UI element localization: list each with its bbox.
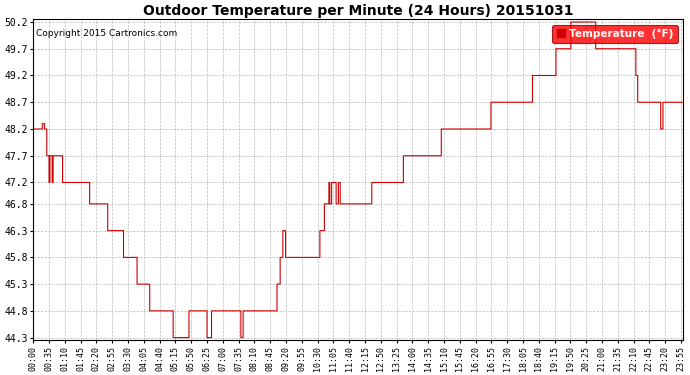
Title: Outdoor Temperature per Minute (24 Hours) 20151031: Outdoor Temperature per Minute (24 Hours… xyxy=(143,4,573,18)
Legend: Temperature  (°F): Temperature (°F) xyxy=(553,24,678,43)
Text: Copyright 2015 Cartronics.com: Copyright 2015 Cartronics.com xyxy=(37,29,178,38)
